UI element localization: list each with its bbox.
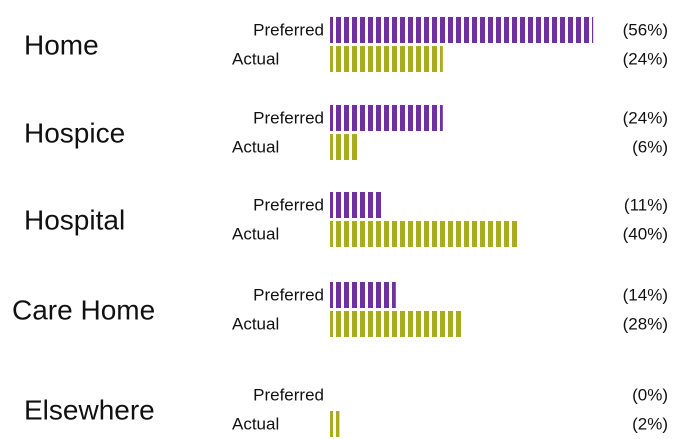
value-label: (24%) xyxy=(623,108,668,127)
bar xyxy=(330,282,396,308)
bar xyxy=(330,221,518,247)
series-label: Preferred xyxy=(253,108,324,127)
series-label: Preferred xyxy=(253,195,324,214)
bar xyxy=(330,192,382,218)
category-label: Elsewhere xyxy=(24,394,155,425)
series-label: Actual xyxy=(232,414,279,433)
series-label: Preferred xyxy=(253,285,324,304)
series-label: Actual xyxy=(232,49,279,68)
value-label: (28%) xyxy=(623,314,668,333)
value-label: (6%) xyxy=(632,137,668,156)
bar xyxy=(330,46,443,72)
bar xyxy=(330,311,462,337)
category-label: Hospital xyxy=(24,204,125,235)
series-label: Actual xyxy=(232,224,279,243)
bar xyxy=(330,134,359,160)
series-label: Actual xyxy=(232,314,279,333)
value-label: (2%) xyxy=(632,414,668,433)
value-label: (40%) xyxy=(623,224,668,243)
series-label: Preferred xyxy=(253,20,324,39)
bar xyxy=(330,105,443,131)
category-label: Care Home xyxy=(12,294,155,325)
value-label: (14%) xyxy=(623,285,668,304)
bar xyxy=(330,411,340,437)
series-label: Preferred xyxy=(253,385,324,404)
value-label: (11%) xyxy=(624,195,668,214)
value-label: (0%) xyxy=(632,385,668,404)
series-label: Actual xyxy=(232,137,279,156)
bar xyxy=(330,17,594,43)
value-label: (56%) xyxy=(623,20,668,39)
category-label: Hospice xyxy=(24,117,125,148)
category-label: Home xyxy=(24,29,99,60)
value-label: (24%) xyxy=(623,49,668,68)
